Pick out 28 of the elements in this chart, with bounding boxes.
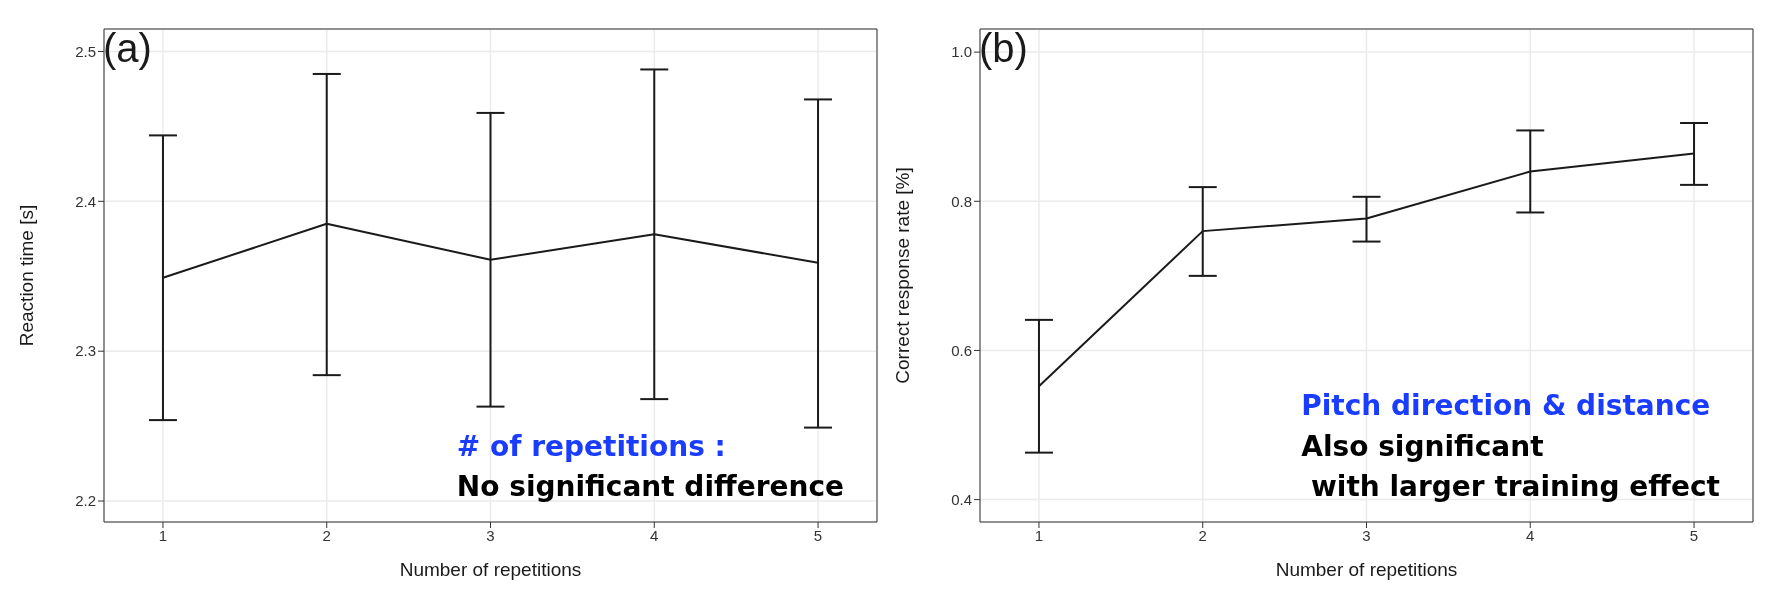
y-tick-label: 2.2 (75, 492, 96, 510)
y-tick-label: 0.8 (951, 192, 972, 210)
y-tick-label: 2.5 (75, 42, 96, 60)
x-axis-title: Number of repetitions (1275, 559, 1458, 580)
x-tick-label: 5 (813, 526, 823, 544)
x-tick-label: 1 (1034, 526, 1044, 544)
annotation: (b) (979, 26, 1028, 71)
x-tick-label: 5 (1689, 526, 1699, 544)
x-tick-label: 3 (1362, 526, 1371, 544)
x-tick-label: 3 (486, 526, 495, 544)
y-tick-label: 1.0 (951, 43, 972, 61)
y-tick-label: 2.3 (75, 342, 96, 360)
x-tick-label: 4 (650, 526, 659, 544)
x-tick-label: 2 (1198, 526, 1207, 544)
y-tick-label: 0.4 (951, 490, 972, 508)
annotation: (a) (103, 26, 152, 71)
y-tick-label: 2.4 (75, 192, 96, 210)
annotation: # of repetitions : (456, 428, 726, 465)
x-tick-label: 4 (1526, 526, 1535, 544)
annotation: No significant difference (456, 469, 844, 506)
y-axis-title: Correct response rate [%] (891, 167, 913, 384)
y-tick-label: 0.6 (951, 341, 972, 359)
annotation: Also significant with larger training effect (1301, 428, 1720, 506)
x-axis-title: Number of repetitions (399, 559, 582, 580)
annotation: Pitch direction & distance (1301, 388, 1711, 425)
x-tick-label: 2 (322, 526, 331, 544)
x-tick-label: 1 (158, 526, 168, 544)
y-axis-title: Reaction time [s] (15, 204, 37, 347)
